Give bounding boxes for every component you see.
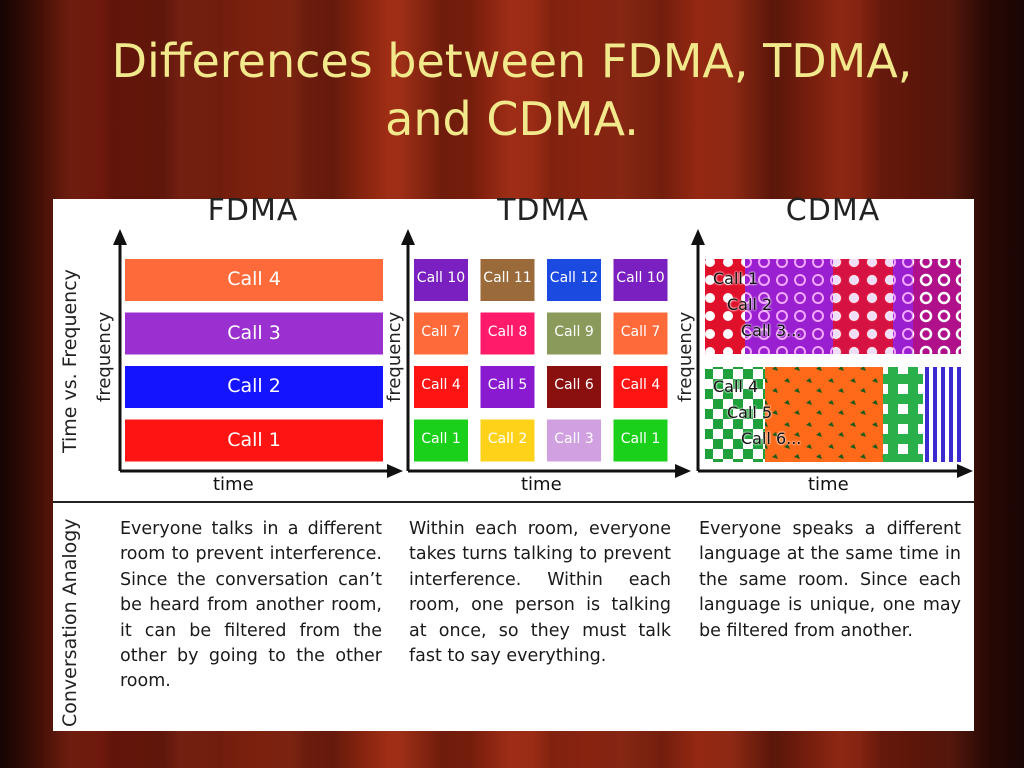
tdma-cell-label: Call 12 (549, 270, 599, 286)
tdma-cell-label: Call 7 (421, 323, 461, 340)
time-vs-frequency-label: Time vs. Frequency (59, 269, 81, 453)
fdma-bars (125, 259, 383, 462)
tdma-cell-label: Call 1 (620, 430, 661, 447)
cdma-upper-band (705, 259, 961, 354)
tdma-cell (414, 259, 468, 301)
cdma-label-call5: Call 5 (727, 403, 773, 422)
comparison-figure: FDMA TDMA CDMA Time vs. Frequency Conver… (53, 193, 974, 731)
tdma-cell-label: Call 7 (620, 323, 661, 340)
cdma-frequency-label: frequency (675, 311, 696, 402)
tdma-cell-label: Call 10 (416, 270, 466, 286)
tdma-time-label: time (521, 474, 562, 495)
fdma-bar-label: Call 4 (227, 268, 281, 290)
slide-title: Differences between FDMA, TDMA, and CDMA… (60, 32, 964, 148)
cdma-label-call1: Call 1 (713, 269, 759, 288)
fdma-x-arrow (387, 464, 403, 478)
tdma-cell (414, 312, 468, 355)
tdma-cell-label: Call 9 (554, 323, 594, 340)
tdma-cell (547, 312, 601, 355)
cdma-heading: CDMA (785, 193, 881, 228)
tdma-cell (613, 366, 668, 408)
tdma-cell (547, 366, 601, 408)
fdma-bar-3 (125, 312, 383, 355)
tdma-cell-label: Call 6 (554, 377, 594, 393)
figure-graphics (53, 229, 974, 503)
fdma-frequency-label: frequency (94, 311, 115, 402)
tdma-cells (414, 259, 668, 462)
tdma-cell-label: Call 3 (554, 430, 594, 447)
tdma-cell-label: Call 11 (483, 270, 532, 286)
cdma-y-arrow (691, 229, 705, 245)
cdma-lower-band (705, 367, 961, 462)
tdma-frequency-label: frequency (384, 311, 405, 402)
tdma-cell-label: Call 4 (421, 377, 461, 393)
tdma-cell (414, 366, 468, 408)
cdma-time-label: time (808, 474, 849, 495)
tdma-cell (480, 419, 535, 462)
tdma-description: Within each room, everyone takes turns t… (409, 519, 671, 667)
tdma-cell (414, 419, 468, 462)
fdma-bar-2 (125, 366, 383, 408)
cdma-label-call6: Call 6... (741, 429, 802, 448)
fdma-bar-label: Call 3 (227, 321, 281, 344)
slide-title-line1: Differences between FDMA, TDMA, (111, 34, 913, 88)
tdma-cell-label: Call 10 (616, 270, 665, 286)
fdma-bar-1 (125, 419, 383, 462)
cdma-x-arrow (957, 464, 973, 478)
cdma-description: Everyone speaks a different language at … (699, 519, 961, 641)
fdma-description: Everyone talks in a different room to pr… (120, 519, 382, 692)
tdma-cell (547, 419, 601, 462)
fdma-heading: FDMA (207, 193, 299, 228)
fdma-time-label: time (213, 474, 254, 495)
fdma-bar-label: Call 1 (227, 428, 281, 451)
tdma-cell (613, 259, 668, 301)
conversation-analogy-label: Conversation Analogy (59, 518, 81, 727)
tdma-cell (547, 259, 601, 301)
tdma-y-arrow (401, 229, 415, 245)
tdma-cell (613, 312, 668, 355)
tdma-cell-label: Call 2 (487, 430, 528, 447)
fdma-y-arrow (113, 229, 127, 245)
cdma-label-call4: Call 4 (713, 377, 759, 396)
slide-title-line2: and CDMA. (385, 92, 639, 146)
tdma-cell-label: Call 4 (620, 377, 661, 393)
tdma-cell (480, 366, 535, 408)
tdma-cell (480, 259, 535, 301)
tdma-cell-label: Call 5 (487, 377, 528, 393)
tdma-cell-label: Call 1 (421, 430, 461, 447)
tdma-x-arrow (675, 464, 691, 478)
tdma-cell (480, 312, 535, 355)
cdma-label-call3: Call 3... (741, 321, 802, 340)
fdma-bar-4 (125, 259, 383, 301)
tdma-heading: TDMA (497, 193, 589, 228)
cdma-label-call2: Call 2 (727, 295, 773, 314)
fdma-bar-label: Call 2 (227, 375, 281, 397)
tdma-cell (613, 419, 668, 462)
tdma-cell-label: Call 8 (487, 323, 528, 340)
